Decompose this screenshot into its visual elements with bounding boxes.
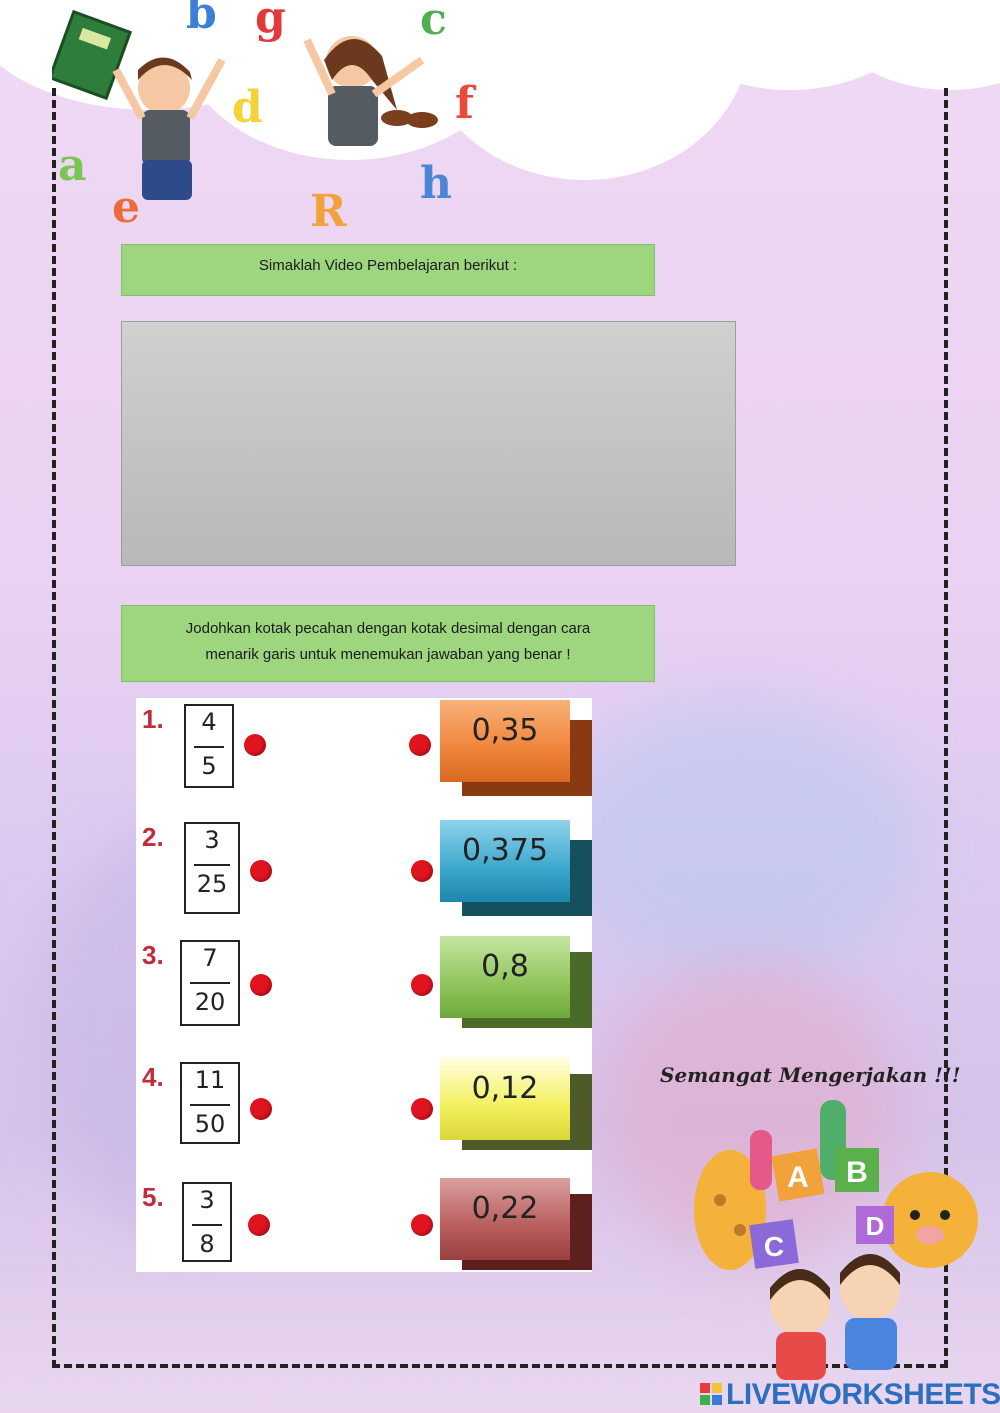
child-left <box>770 1269 830 1380</box>
kids-with-blocks-illustration: A B C D <box>694 1100 978 1380</box>
liveworksheets-brand[interactable]: LIVEWORKSHEETS <box>726 1378 1000 1411</box>
match-instruction-banner: Jodohkan kotak pecahan dengan kotak desi… <box>121 605 655 682</box>
exercise-row-1: 1. 4 5 0,35 <box>136 698 592 808</box>
decimal-connector-dot[interactable] <box>411 974 433 996</box>
header-letter: a <box>58 140 87 191</box>
header-letter: h <box>420 158 452 209</box>
decimal-connector-dot[interactable] <box>411 860 433 882</box>
fraction-connector-dot[interactable] <box>244 734 266 756</box>
item-number: 2. <box>142 822 164 852</box>
fraction-denominator: 25 <box>196 870 228 898</box>
boy-figure <box>112 57 226 200</box>
video-instruction-banner: Simaklah Video Pembelajaran berikut : <box>121 244 655 296</box>
header-letter: R <box>310 186 347 237</box>
child-right <box>840 1254 900 1370</box>
decimal-connector-dot[interactable] <box>411 1214 433 1236</box>
background-blob <box>560 700 920 980</box>
kids-illustration <box>52 9 438 200</box>
exercise-row-4: 4. 11 50 0,12 <box>136 1056 592 1166</box>
exercise-row-2: 2. 3 25 0,375 <box>136 816 592 926</box>
header-letter: e <box>112 182 140 233</box>
decimal-value: 0,8 <box>481 949 529 984</box>
motto-text: Semangat Mengerjakan !!! <box>660 1063 961 1087</box>
letter-block-c: C <box>749 1219 799 1269</box>
item-number: 5. <box>142 1182 164 1212</box>
liveworksheets-logo-icon <box>700 1383 722 1405</box>
decimal-connector-dot[interactable] <box>411 1098 433 1120</box>
fraction-connector-dot[interactable] <box>248 1214 270 1236</box>
fraction-bar <box>192 1224 222 1226</box>
matching-exercise: 1. 4 5 0,35 2. 3 25 0,375 3. 7 20 <box>136 698 592 1272</box>
fraction-connector-dot[interactable] <box>250 974 272 996</box>
decimal-box: 0,12 <box>440 1058 570 1140</box>
header-letter: d <box>232 82 263 133</box>
video-instruction-text: Simaklah Video Pembelajaran berikut : <box>258 257 518 274</box>
fraction-numerator: 3 <box>199 1186 215 1214</box>
block-letter: D <box>866 1211 885 1241</box>
fraction-bar <box>190 1104 230 1106</box>
fraction-denominator: 50 <box>194 1110 226 1138</box>
fraction-numerator: 11 <box>194 1066 226 1094</box>
decimal-value: 0,12 <box>471 1071 539 1106</box>
fraction-denominator: 20 <box>194 988 226 1016</box>
fraction-box: 3 25 <box>184 822 240 914</box>
decimal-box: 0,8 <box>440 936 570 1018</box>
match-instruction-line: menarik garis untuk menemukan jawaban ya… <box>205 646 571 663</box>
fraction-box: 11 50 <box>180 1062 240 1144</box>
decimal-value: 0,35 <box>471 713 539 748</box>
fraction-numerator: 4 <box>201 708 217 736</box>
fraction-bar <box>194 864 230 866</box>
header-letter: g <box>255 0 286 43</box>
fraction-numerator: 3 <box>204 826 220 854</box>
bear-figure <box>882 1172 978 1268</box>
fraction-bar <box>190 982 230 984</box>
block-letter: B <box>846 1156 868 1189</box>
decimal-box: 0,35 <box>440 700 570 782</box>
fraction-box: 4 5 <box>184 704 234 788</box>
fraction-box: 3 8 <box>182 1182 232 1262</box>
letter-block-a: A <box>771 1148 825 1202</box>
dashed-border <box>52 88 948 1368</box>
header-letter: b <box>186 0 217 39</box>
item-number: 3. <box>142 940 164 970</box>
item-number: 1. <box>142 704 164 734</box>
girl-figure <box>303 36 438 146</box>
exercise-row-3: 3. 7 20 0,8 <box>136 934 592 1044</box>
header-letter: c <box>420 0 447 45</box>
fraction-denominator: 8 <box>199 1230 215 1258</box>
fraction-connector-dot[interactable] <box>250 860 272 882</box>
letter-block-b: B <box>835 1148 879 1192</box>
decimal-box: 0,22 <box>440 1178 570 1260</box>
decimal-box: 0,375 <box>440 820 570 902</box>
letter-block-d: D <box>856 1206 894 1244</box>
decimal-connector-dot[interactable] <box>409 734 431 756</box>
block-letter: C <box>764 1231 784 1262</box>
decimal-value: 0,375 <box>462 833 548 868</box>
book-icon <box>52 9 133 101</box>
fraction-bar <box>194 746 224 748</box>
fraction-denominator: 5 <box>201 752 217 780</box>
match-instruction-line: Jodohkan kotak pecahan dengan kotak desi… <box>185 620 591 637</box>
header-letter: f <box>455 78 474 129</box>
block-letter: A <box>787 1161 809 1194</box>
exercise-row-5: 5. 3 8 0,22 <box>136 1176 592 1286</box>
video-player[interactable] <box>121 321 736 566</box>
fraction-box: 7 20 <box>180 940 240 1026</box>
giraffe-figure <box>694 1150 766 1270</box>
fraction-numerator: 7 <box>202 944 218 972</box>
item-number: 4. <box>142 1062 164 1092</box>
decimal-value: 0,22 <box>471 1191 539 1226</box>
fraction-connector-dot[interactable] <box>250 1098 272 1120</box>
